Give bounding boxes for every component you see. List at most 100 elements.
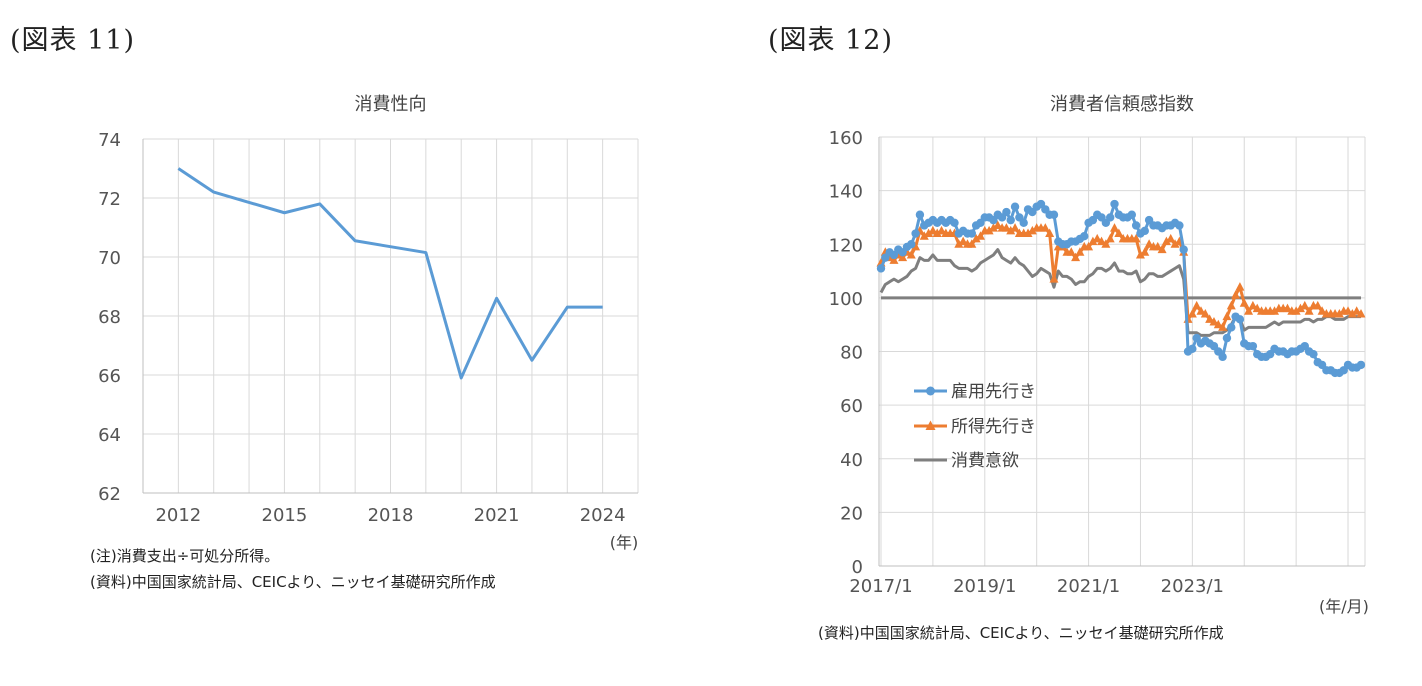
data-point [1144, 239, 1154, 248]
data-point [1235, 282, 1245, 291]
data-point [1131, 233, 1141, 243]
data-point [1187, 308, 1197, 318]
x-tick-label: 2018 [368, 505, 414, 526]
x-tick-label: 2023/1 [1161, 576, 1224, 597]
data-point [1235, 315, 1245, 324]
data-point [919, 231, 929, 240]
data-point [954, 239, 964, 248]
right-chart-source: (資料)中国国家統計局、CEICより、ニッセイ基礎研究所作成 [818, 624, 1224, 642]
data-point [1140, 247, 1150, 256]
data-point [993, 220, 1003, 229]
data-point [1317, 306, 1327, 315]
data-point [898, 252, 908, 262]
data-point [1222, 311, 1232, 321]
data-point [1075, 247, 1085, 256]
propensity-to-consume-chart: 消費性向 62 64 66 68 70 72 74 2012 2015 2018 2021 2024 (年… [98, 94, 639, 552]
data-point [1023, 228, 1033, 238]
data-point [1295, 303, 1305, 313]
data-point [1066, 247, 1076, 256]
x-tick-label: 2017/1 [849, 576, 912, 597]
data-point [967, 239, 977, 248]
y-tick-label: 74 [98, 130, 121, 151]
data-point [1101, 239, 1111, 248]
data-point [1105, 233, 1115, 243]
data-point [1166, 233, 1176, 243]
data-point [1001, 223, 1011, 232]
data-point [975, 231, 985, 240]
y-tick-label: 100 [829, 289, 863, 310]
data-point [1105, 213, 1115, 222]
data-point [1027, 225, 1037, 235]
data-point [1179, 245, 1188, 254]
data-point [1002, 207, 1011, 217]
data-point [1175, 221, 1184, 230]
data-point [1347, 308, 1357, 318]
data-point [1248, 300, 1258, 310]
data-point [1356, 360, 1366, 370]
data-point [1110, 223, 1120, 232]
data-point [937, 225, 947, 235]
legend-label: 所得先行き [951, 417, 1036, 437]
data-point [907, 240, 916, 249]
data-point [1205, 314, 1215, 323]
y-tick-label: 64 [98, 425, 121, 446]
x-unit-label: (年/月) [1319, 597, 1369, 616]
series-line [879, 202, 1362, 375]
y-tick-label: 68 [98, 307, 121, 328]
legend-label: 消費意欲 [951, 451, 1019, 471]
data-point [1218, 352, 1227, 362]
data-point [1088, 236, 1098, 246]
legend-label: 雇用先行き [951, 382, 1036, 402]
data-point [1209, 317, 1219, 326]
data-point [1080, 232, 1089, 241]
data-point [1248, 341, 1258, 351]
y-tick-label: 62 [98, 484, 121, 505]
x-tick-label: 2024 [580, 505, 626, 526]
data-point [1282, 303, 1292, 313]
data-point [1226, 300, 1236, 310]
data-point [1313, 300, 1323, 310]
data-point [915, 210, 925, 219]
data-point [1356, 308, 1366, 318]
x-tick-label: 2019/1 [953, 576, 1016, 597]
data-point [1040, 223, 1050, 232]
data-point [1231, 290, 1241, 299]
data-point [950, 218, 959, 227]
figure-11-label: (図表 11) [10, 25, 136, 56]
y-tick-label: 0 [852, 557, 863, 578]
data-point [967, 229, 977, 238]
data-point [1006, 225, 1016, 235]
data-point [1049, 274, 1059, 283]
data-point [1222, 333, 1232, 343]
data-point [1114, 228, 1124, 238]
data-point [932, 228, 942, 238]
data-point [1140, 226, 1149, 236]
data-point [1045, 228, 1055, 238]
legend-marker [926, 386, 935, 396]
data-point [1300, 300, 1310, 310]
data-point [1304, 306, 1314, 315]
data-point [1071, 252, 1081, 262]
data-point [1135, 249, 1145, 259]
data-point [1010, 202, 1020, 211]
data-point [1006, 215, 1015, 225]
legend-marker [925, 420, 936, 430]
data-point [1192, 300, 1202, 310]
y-tick-label: 40 [840, 450, 863, 471]
data-point [1084, 241, 1094, 251]
data-point [988, 223, 998, 232]
series-line [879, 248, 1361, 337]
data-point [1291, 306, 1301, 315]
consumer-confidence-chart: 消費者信頼感指数 0 20 40 60 80 100 120 140 160 2017/1 2019/… [829, 94, 1369, 616]
chart-title: 消費性向 [355, 94, 427, 115]
y-tick-label: 140 [829, 182, 863, 203]
data-point [1170, 239, 1180, 248]
data-point [971, 233, 981, 243]
data-point [1110, 199, 1119, 209]
data-point [1010, 223, 1020, 232]
data-point [1309, 349, 1318, 359]
x-tick-label: 2021 [474, 505, 520, 526]
x-tick-label: 2012 [155, 505, 201, 526]
data-point [984, 225, 994, 235]
data-point [1161, 236, 1171, 246]
